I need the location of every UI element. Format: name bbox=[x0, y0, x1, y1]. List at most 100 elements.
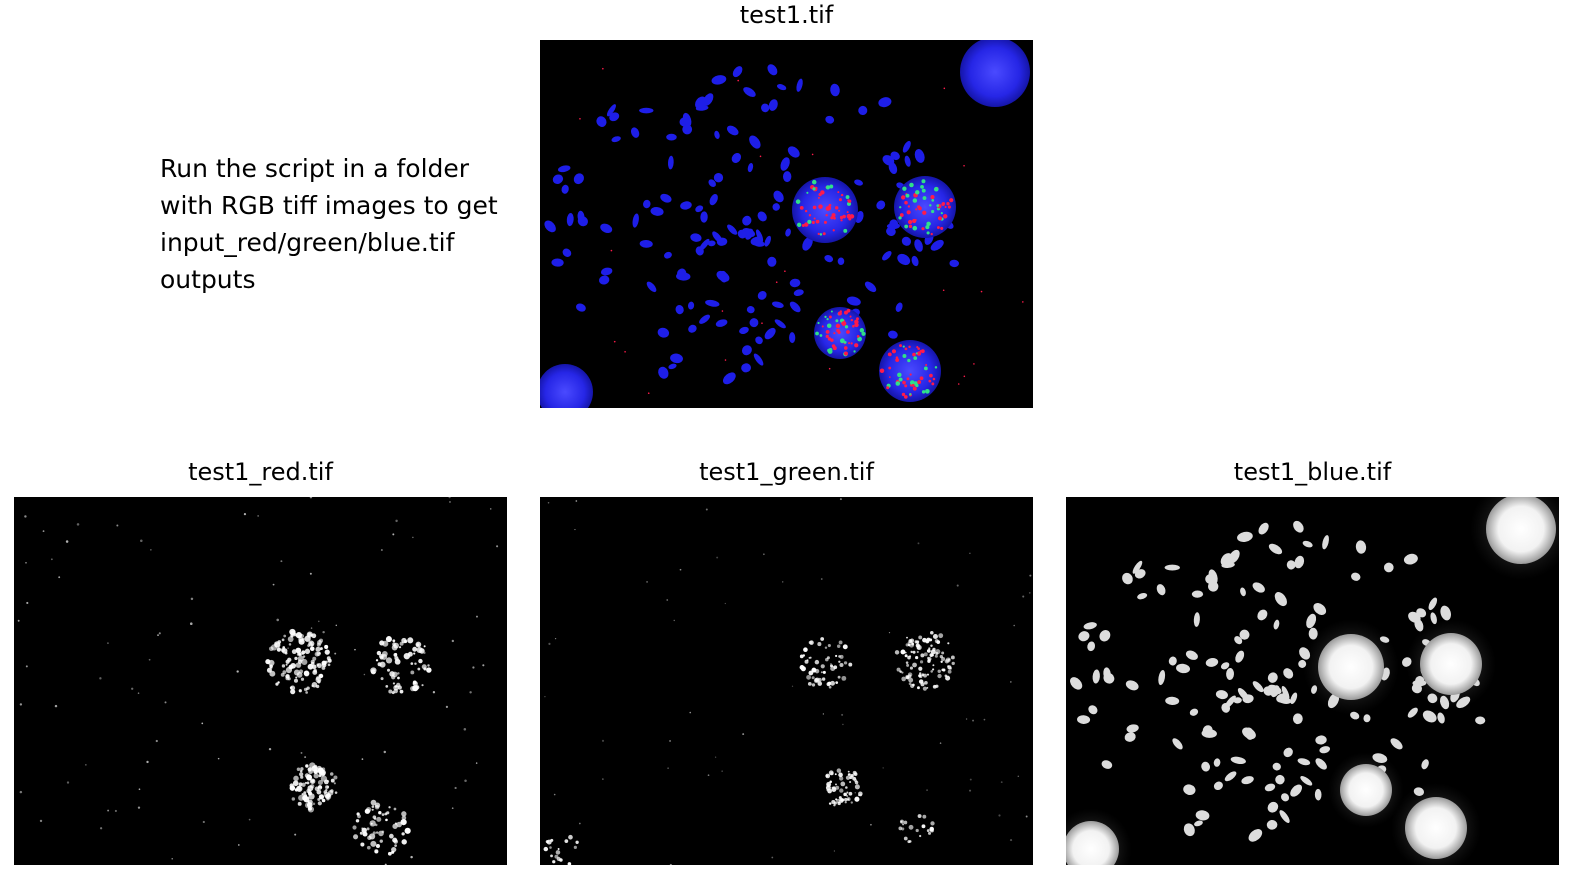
red-signal-spot bbox=[307, 799, 313, 805]
red-signal-spot bbox=[378, 810, 382, 815]
chromosome-blob bbox=[687, 301, 695, 310]
signal-dot bbox=[828, 203, 832, 207]
green-background-speck bbox=[842, 723, 844, 726]
chromosome-blob bbox=[1257, 609, 1268, 621]
signal-dot bbox=[815, 219, 820, 224]
background-speck bbox=[942, 289, 945, 292]
red-signal-spot bbox=[317, 779, 323, 785]
chromosome-blob bbox=[789, 278, 801, 288]
chromosome-blob bbox=[606, 104, 616, 117]
red-signal-spot bbox=[372, 831, 376, 835]
signal-dot bbox=[839, 338, 845, 344]
chromosome-blob bbox=[1183, 823, 1195, 837]
red-signal-spot bbox=[318, 674, 322, 678]
red-signal-spot bbox=[288, 664, 294, 670]
red-signal-spot bbox=[366, 806, 372, 813]
green-background-speck bbox=[939, 742, 942, 744]
chromosome-blob bbox=[1240, 587, 1246, 597]
red-signal-spot bbox=[290, 689, 296, 695]
signal-dot bbox=[921, 179, 926, 184]
signal-dot bbox=[834, 206, 839, 210]
chromosome-blob bbox=[837, 257, 845, 266]
chromosome-blob bbox=[1275, 774, 1285, 785]
signal-dot bbox=[920, 349, 925, 354]
green-signal-spot bbox=[903, 820, 908, 825]
chromosome-blob bbox=[882, 251, 892, 261]
background-speck bbox=[980, 290, 983, 293]
chromosome-blob bbox=[1407, 707, 1418, 718]
nucleus-blob bbox=[540, 364, 593, 408]
red-background-speck bbox=[157, 634, 159, 637]
red-signal-spot bbox=[296, 767, 301, 772]
chromosome-blob bbox=[793, 289, 804, 297]
signal-dot bbox=[823, 220, 827, 224]
chromosome-blob bbox=[695, 96, 707, 109]
chromosome-blob bbox=[1290, 784, 1303, 797]
nucleus-blob bbox=[1318, 634, 1384, 700]
green-signal-spot bbox=[901, 827, 905, 831]
red-background-speck bbox=[19, 703, 23, 706]
red-signal-spot bbox=[326, 785, 330, 789]
green-signal-spot bbox=[835, 785, 840, 790]
chromosome-blob bbox=[741, 345, 752, 356]
red-signal-spot bbox=[374, 804, 380, 810]
chromosome-blob bbox=[737, 229, 747, 239]
chromosome-blob bbox=[1422, 710, 1437, 723]
chromosome-blob bbox=[1283, 747, 1293, 758]
green-signal-spot bbox=[825, 773, 831, 779]
red-signal-spot bbox=[291, 797, 296, 801]
green-signal-spot bbox=[838, 660, 841, 663]
red-signal-spot bbox=[280, 648, 286, 653]
red-signal-spot bbox=[282, 670, 287, 675]
chromosome-blob bbox=[1299, 647, 1311, 660]
signal-dot bbox=[832, 346, 837, 351]
red-background-speck bbox=[448, 497, 451, 499]
background-speck bbox=[647, 392, 650, 395]
red-signal-spot bbox=[366, 827, 370, 831]
green-background-speck bbox=[667, 767, 669, 769]
red-background-speck bbox=[451, 639, 455, 643]
nucleus-blob bbox=[1340, 764, 1392, 816]
green-signal-spot bbox=[555, 850, 561, 855]
signal-dot bbox=[838, 198, 842, 202]
signal-dot bbox=[830, 338, 834, 342]
chromosome-blob bbox=[657, 327, 670, 338]
chromosome-blob bbox=[552, 174, 564, 184]
signal-dot bbox=[895, 358, 900, 362]
green-signal-spot bbox=[811, 683, 816, 687]
red-signal-spot bbox=[407, 637, 414, 644]
red-signal-spot bbox=[308, 769, 313, 775]
green-signal-spot bbox=[940, 660, 943, 663]
red-background-speck bbox=[472, 666, 475, 669]
green-signal-spot bbox=[839, 654, 844, 659]
background-speck bbox=[957, 383, 960, 385]
chromosome-blob bbox=[1283, 668, 1294, 679]
chromosome-blob bbox=[1411, 683, 1423, 694]
red-signal-spot bbox=[370, 822, 373, 825]
green-signal-spot bbox=[809, 656, 812, 659]
signal-dot bbox=[857, 336, 862, 342]
chromosome-blob bbox=[1258, 522, 1269, 535]
red-signal-spot bbox=[317, 679, 321, 684]
signal-dot bbox=[829, 184, 834, 189]
red-signal-spot bbox=[387, 668, 391, 672]
red-signal-spot bbox=[321, 798, 326, 803]
chromosome-blob bbox=[1264, 783, 1276, 792]
signal-dot bbox=[925, 388, 930, 394]
background-speck bbox=[784, 270, 786, 272]
green-signal-spot bbox=[830, 680, 835, 686]
green-signal-spot bbox=[828, 685, 832, 689]
chromosome-blob bbox=[1383, 562, 1394, 573]
chromosome-blob bbox=[675, 305, 684, 315]
signal-dot bbox=[818, 204, 823, 209]
red-background-speck bbox=[19, 790, 23, 794]
chromosome-blob bbox=[904, 155, 911, 167]
green-signal-spot bbox=[846, 794, 849, 798]
chromosome-blob bbox=[650, 207, 664, 216]
green-background-speck bbox=[969, 789, 972, 792]
chromosome-blob bbox=[911, 255, 919, 267]
signal-dot bbox=[915, 208, 918, 211]
red-background-speck bbox=[190, 597, 194, 601]
red-signal-spot bbox=[367, 835, 372, 841]
signal-dot bbox=[895, 381, 901, 386]
